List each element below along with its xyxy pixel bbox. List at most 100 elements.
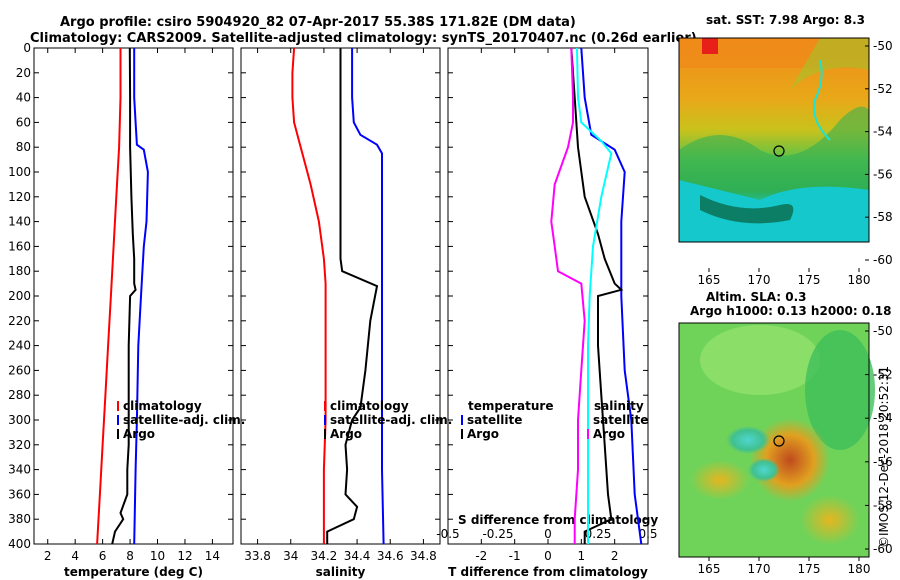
title-line1: Argo profile: csiro 5904920_82 07-Apr-20…: [60, 15, 576, 30]
legend-label: salinity: [594, 399, 644, 413]
map-y-tick-label: -52: [873, 368, 893, 382]
y-tick-label: 240: [8, 339, 31, 353]
series-line-climatology: [96, 48, 122, 545]
sst-mid-band: [679, 106, 869, 190]
legend-label: Argo: [330, 427, 362, 441]
sst-front: [790, 38, 869, 90]
y-tick-label: 380: [8, 512, 31, 526]
sla-argo-marker: [773, 435, 785, 447]
map-x-tick-label: 165: [698, 273, 721, 287]
y-tick-label: 260: [8, 363, 31, 377]
map-x-tick-label: 180: [848, 562, 871, 576]
map-y-tick-label: -54: [873, 411, 893, 425]
sla-patch-light: [700, 325, 820, 395]
sla-map-title2: Argo h1000: 0.13 h2000: 0.18: [690, 304, 891, 318]
series-line-argo: [111, 47, 137, 545]
salinity-panel: 33.8 34 34.2 34.4 34.6 34.8 salinity climatolog…: [240, 47, 452, 579]
x2-tick-label: -0.25: [482, 527, 513, 541]
sst-front-line: [813, 59, 831, 141]
y-tick-label: 300: [8, 413, 31, 427]
x-tick-label: 14: [205, 549, 220, 563]
map-x-tick-label: 170: [748, 273, 771, 287]
y-tick-label: 0: [23, 41, 31, 55]
y-tick-label: 120: [8, 190, 31, 204]
x-tick-label: 8: [126, 549, 134, 563]
x-tick-label: 10: [150, 549, 165, 563]
x2-tick-label: 0.5: [638, 527, 657, 541]
sst-dark-patch: [700, 195, 794, 224]
sla-map-border: [678, 322, 870, 558]
sla-map: Altim. SLA: 0.3 Argo h1000: 0.13 h2000: …: [678, 290, 893, 576]
sla-map-axes: 165 170 175 180 -50 -52 -54 -56 -58 -60: [698, 324, 893, 576]
x2-axis-label: S difference from climatology: [458, 513, 658, 527]
series-line-s-argo: [550, 47, 586, 544]
sst-map-axes: 165 170 175 180 -50 -52 -54 -56 -58 -60: [698, 39, 893, 287]
x-tick-label: 34.6: [377, 549, 404, 563]
y-tick-label: 200: [8, 289, 31, 303]
plot-frame: [447, 47, 649, 545]
sst-hot-spot: [702, 38, 718, 54]
legend-label: Argo: [467, 427, 499, 441]
map-y-tick-label: -60: [873, 542, 893, 556]
x2-tick-label: -0.5: [436, 527, 459, 541]
y-tick-label: 220: [8, 314, 31, 328]
map-y-tick-label: -56: [873, 455, 893, 469]
map-y-tick-label: -50: [873, 39, 893, 53]
title-line2: Climatology: CARS2009. Satellite-adjuste…: [30, 31, 697, 46]
sla-patch-dark: [805, 330, 875, 450]
x-tick-label: 1: [578, 549, 586, 563]
sla-low-blob2: [748, 458, 780, 482]
sst-map-title: sat. SST: 7.98 Argo: 8.3: [706, 13, 865, 27]
sst-argo-marker: [773, 145, 785, 157]
legend-label: satellite-adj. clim.: [123, 413, 245, 427]
map-y-tick-label: -58: [873, 210, 893, 224]
x-tick-label: 34: [283, 549, 298, 563]
series-line-t-argo: [570, 47, 624, 544]
y-tick-label: 180: [8, 264, 31, 278]
sla-mid-blob2: [800, 495, 860, 545]
x-tick-label: 34.4: [344, 549, 371, 563]
x-tick-label: -2: [475, 549, 487, 563]
legend-label: Argo: [123, 427, 155, 441]
sla-map-title1: Altim. SLA: 0.3: [706, 290, 807, 304]
y-tick-label: 140: [8, 215, 31, 229]
map-x-tick-label: 175: [798, 273, 821, 287]
series-line-climatology: [291, 47, 327, 544]
x-axis-label: T difference from climatology: [448, 565, 648, 579]
series-line-s-satellite: [576, 47, 613, 544]
legend-label: climatology: [330, 399, 409, 413]
difference-panel: -2 -1 0 1 2 -0.5 -0.25 0 0.25 0.5S difference fro…: [436, 47, 658, 579]
x-tick-label: -1: [509, 549, 521, 563]
x-tick-label: 2: [611, 549, 619, 563]
map-y-tick-label: -54: [873, 125, 893, 139]
map-y-tick-label: -58: [873, 498, 893, 512]
map-y-tick-label: -52: [873, 82, 893, 96]
x-tick-label: 34.2: [311, 549, 338, 563]
y-tick-label: 340: [8, 463, 31, 477]
map-x-tick-label: 165: [698, 562, 721, 576]
plot-frame: [33, 47, 234, 545]
sla-mid-blob: [690, 460, 750, 500]
x-axis-label: temperature (deg C): [64, 565, 203, 579]
legend-label: satellite: [467, 413, 522, 427]
map-x-tick-label: 180: [848, 273, 871, 287]
x-tick-label: 0: [544, 549, 552, 563]
sst-map: sat. SST: 7.98 Argo: 8.3 165 170 175 180 -50…: [678, 13, 893, 287]
y-tick-label: 320: [8, 438, 31, 452]
credit-stamp: ©IMOS 12-Dec-2018 20:52:31: [877, 366, 891, 548]
legend-label: Argo: [593, 427, 625, 441]
legend-label: climatology: [123, 399, 202, 413]
legend-label: satellite-adj. clim.: [330, 413, 452, 427]
map-x-tick-label: 170: [748, 562, 771, 576]
series-line-argo: [326, 48, 379, 544]
y-tick-label: 40: [16, 91, 31, 105]
series-line-satellite-adj-clim-: [133, 48, 149, 545]
y-tick-label: 360: [8, 487, 31, 501]
x2-tick-label: 0.25: [585, 527, 612, 541]
legend-label: temperature: [468, 399, 553, 413]
map-x-tick-label: 175: [798, 562, 821, 576]
map-y-tick-label: -60: [873, 253, 893, 267]
y-tick-label: 20: [16, 66, 31, 80]
sla-low-blob: [726, 426, 770, 454]
x2-tick-label: 0: [544, 527, 552, 541]
